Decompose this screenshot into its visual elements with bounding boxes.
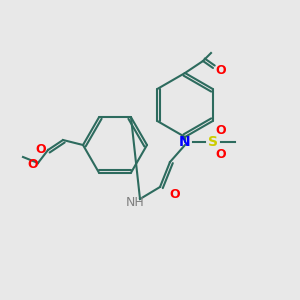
- Text: NH: NH: [126, 196, 144, 208]
- Text: N: N: [179, 135, 191, 149]
- Text: O: O: [216, 148, 226, 160]
- Text: O: O: [28, 158, 38, 172]
- Text: O: O: [170, 188, 180, 202]
- Text: O: O: [216, 124, 226, 136]
- Text: S: S: [208, 135, 218, 149]
- Text: O: O: [36, 143, 46, 157]
- Text: O: O: [215, 64, 226, 76]
